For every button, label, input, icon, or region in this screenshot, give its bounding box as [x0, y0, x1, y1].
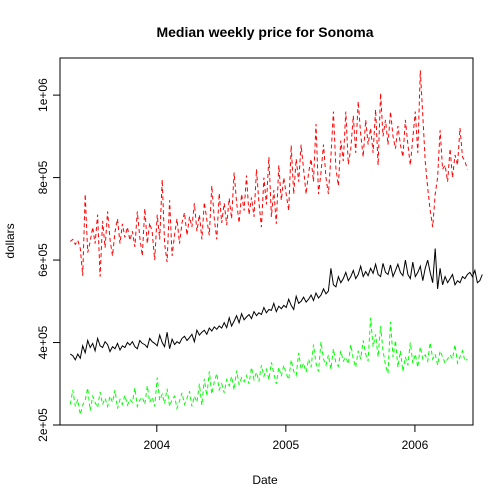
- x-tick-label-0: 2004: [143, 438, 170, 452]
- y-axis-label: dollars: [3, 223, 17, 258]
- x-tick-label-1: 2005: [273, 438, 300, 452]
- y-tick-label-3: 8e+05: [36, 160, 50, 194]
- series-line-2: [69, 317, 468, 415]
- y-tick-label-2: 6e+05: [36, 243, 50, 277]
- series-layer: [69, 70, 483, 415]
- x-tick-label-2: 2006: [402, 438, 429, 452]
- y-axis: 2e+05 4e+05 6e+05 8e+05 1e+06: [36, 78, 60, 442]
- x-axis-label: Date: [252, 473, 278, 487]
- series-line-0: [70, 248, 483, 361]
- plot-frame: [59, 57, 474, 426]
- x-axis: 2004 2005 2006: [143, 425, 429, 452]
- y-tick-label-1: 4e+05: [36, 325, 50, 359]
- chart-title: Median weekly price for Sonoma: [156, 24, 373, 40]
- y-tick-label-4: 1e+06: [36, 78, 50, 112]
- series-line-1: [69, 70, 468, 277]
- y-tick-label-0: 2e+05: [36, 408, 50, 442]
